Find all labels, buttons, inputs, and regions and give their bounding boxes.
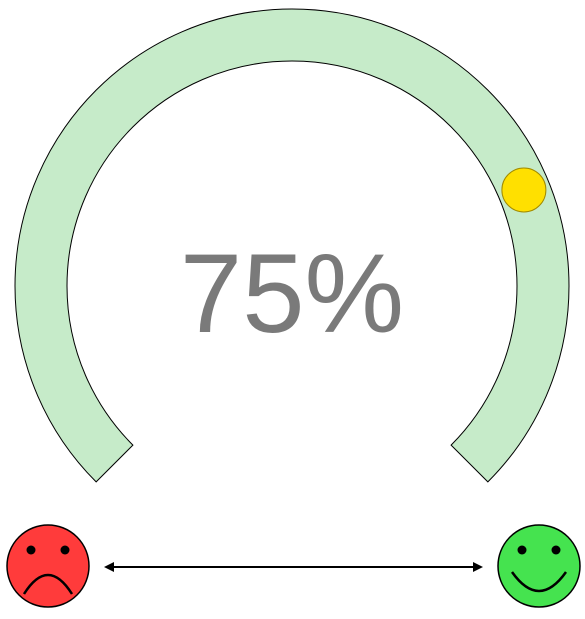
happy-face-icon (497, 524, 581, 608)
gauge-percent-label: 75% (180, 231, 404, 356)
sad-face-icon (6, 524, 90, 608)
gauge-knob[interactable] (501, 167, 547, 213)
gauge-track (14, 8, 570, 483)
